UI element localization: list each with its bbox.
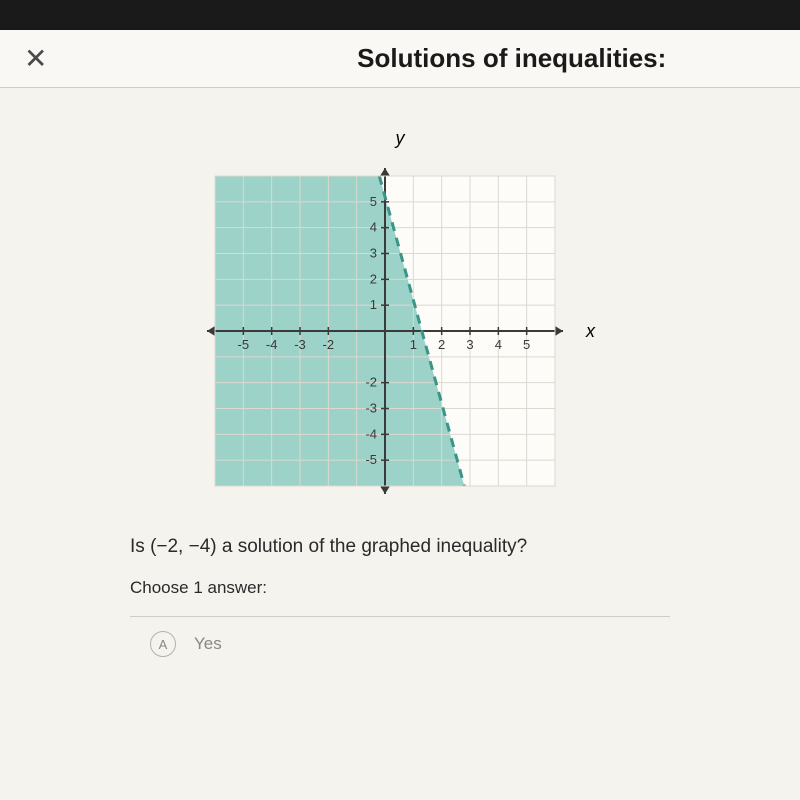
answer-label-a: Yes bbox=[194, 634, 222, 654]
inequality-graph: -5 -4 -3 -2 1 2 3 4 5 1 2 3 4 5 -2 -3 -4 -5 bbox=[190, 151, 580, 511]
svg-text:-3: -3 bbox=[365, 401, 377, 416]
svg-text:4: 4 bbox=[370, 220, 377, 235]
svg-text:4: 4 bbox=[495, 337, 502, 352]
x-axis-label: x bbox=[586, 321, 595, 342]
question-text: Is (−2, −4) a solution of the graphed in… bbox=[130, 536, 800, 558]
device-bezel bbox=[0, 0, 800, 30]
question-prefix: Is bbox=[130, 536, 150, 557]
svg-text:5: 5 bbox=[370, 194, 377, 209]
svg-text:-3: -3 bbox=[294, 337, 306, 352]
svg-text:3: 3 bbox=[370, 246, 377, 261]
page-title: Solutions of inequalities: bbox=[87, 43, 776, 74]
question-suffix: a solution of the graphed inequality? bbox=[217, 536, 528, 557]
chart-container: y -5 -4 -3 -2 1 2 3 4 5 1 2 3 4 5 -2 -3 -4 -5 x bbox=[190, 128, 610, 511]
svg-text:2: 2 bbox=[370, 271, 377, 286]
svg-text:-2: -2 bbox=[323, 337, 335, 352]
close-icon[interactable]: ✕ bbox=[24, 42, 47, 75]
svg-text:-5: -5 bbox=[238, 337, 250, 352]
answer-bubble-a: A bbox=[150, 631, 176, 657]
svg-text:5: 5 bbox=[523, 337, 530, 352]
svg-text:1: 1 bbox=[370, 297, 377, 312]
page-content: ✕ Solutions of inequalities: y -5 -4 -3 -2 1… bbox=[0, 30, 800, 800]
answer-option-a[interactable]: A Yes bbox=[150, 631, 800, 657]
svg-text:2: 2 bbox=[438, 337, 445, 352]
svg-text:3: 3 bbox=[466, 337, 473, 352]
header-bar: ✕ Solutions of inequalities: bbox=[0, 30, 800, 88]
svg-text:-4: -4 bbox=[365, 426, 377, 441]
y-axis-label: y bbox=[190, 128, 610, 149]
answer-divider bbox=[130, 616, 670, 617]
question-point: (−2, −4) bbox=[150, 536, 217, 557]
svg-text:-5: -5 bbox=[365, 452, 377, 467]
svg-text:-2: -2 bbox=[365, 375, 377, 390]
svg-text:1: 1 bbox=[410, 337, 417, 352]
choose-prompt: Choose 1 answer: bbox=[130, 578, 800, 598]
svg-text:-4: -4 bbox=[266, 337, 278, 352]
